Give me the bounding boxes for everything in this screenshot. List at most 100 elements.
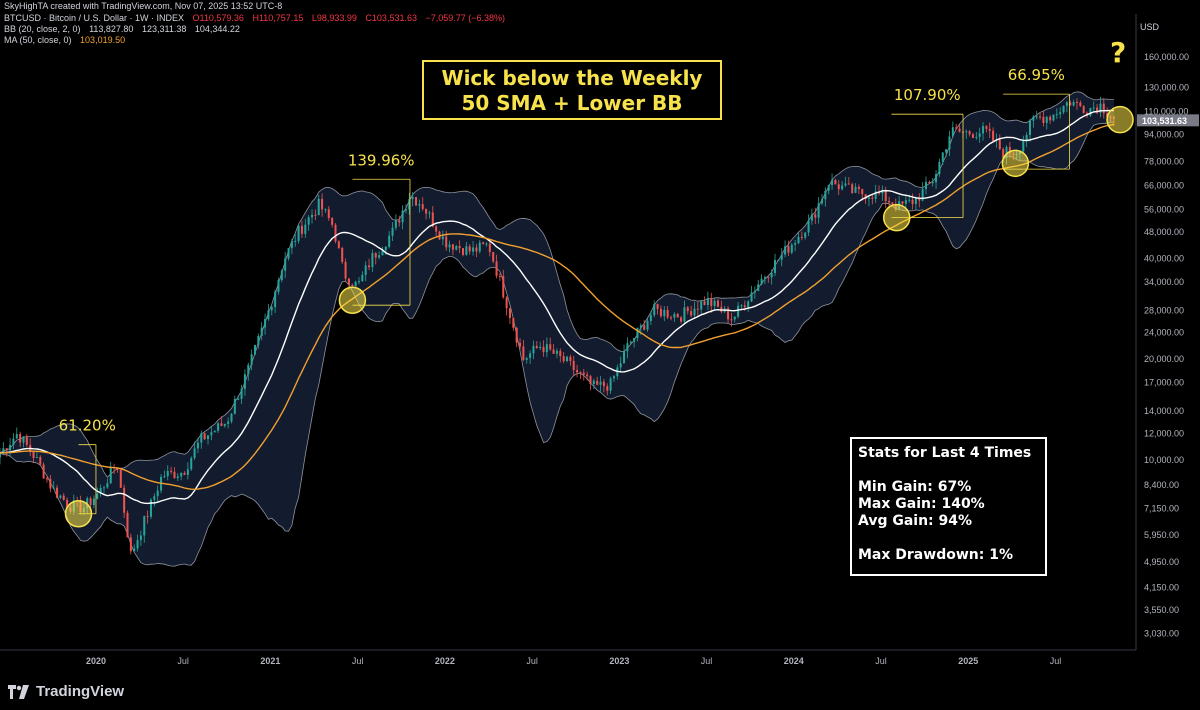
candle-body xyxy=(716,300,719,307)
candle-body xyxy=(643,325,646,330)
candle-body xyxy=(2,448,5,453)
candle-body xyxy=(623,351,626,364)
candle-body xyxy=(220,423,223,427)
candle-body xyxy=(519,342,522,347)
x-tick-label-5: 2022 xyxy=(435,656,455,666)
chart-credit: SkyHighTA created with TradingView.com, … xyxy=(4,1,283,11)
candle-body xyxy=(89,498,92,505)
candle-body xyxy=(378,255,381,258)
candle-body xyxy=(820,199,823,204)
candle-body xyxy=(1049,116,1052,121)
candle-body xyxy=(364,265,367,275)
candle-body xyxy=(508,308,511,319)
candle-body xyxy=(243,374,246,389)
candle-body xyxy=(891,202,894,206)
candle-body xyxy=(347,278,350,285)
bb-label: BB (20, close, 2, 0) xyxy=(4,24,81,34)
y-tick-label-8: 40,000.00 xyxy=(1144,253,1184,263)
candle-body xyxy=(1065,102,1068,106)
headline-annotation: Wick below the Weekly 50 SMA + Lower BB xyxy=(422,60,722,120)
candle-body xyxy=(180,472,183,477)
tradingview-logo-icon xyxy=(8,684,29,699)
candle-body xyxy=(968,131,971,135)
candle-body xyxy=(129,537,132,552)
x-tick-label-10: Jul xyxy=(875,656,887,666)
candle-body xyxy=(495,261,498,276)
candle-body xyxy=(535,345,538,349)
y-tick-label-17: 8,400.00 xyxy=(1144,480,1179,490)
candle-body xyxy=(770,272,773,278)
gain-label-2: 107.90% xyxy=(894,86,961,104)
candle-body xyxy=(492,251,495,262)
candle-body xyxy=(19,434,22,443)
candle-body xyxy=(572,360,575,371)
tradingview-logo[interactable]: TradingView xyxy=(8,683,124,700)
bb-basis-value: 113,827.80 xyxy=(89,24,134,34)
candle-body xyxy=(639,325,642,328)
candle-body xyxy=(351,284,354,287)
candle-body xyxy=(710,298,713,307)
candle-body xyxy=(871,197,874,199)
footer-bar xyxy=(0,675,1200,710)
candle-body xyxy=(394,220,397,228)
candle-body xyxy=(703,301,706,305)
tradingview-brand: TradingView xyxy=(36,683,125,700)
candle-body xyxy=(207,435,210,440)
candle-body xyxy=(1082,106,1085,113)
candle-body xyxy=(270,307,273,311)
candle-body xyxy=(854,186,857,193)
candle-body xyxy=(515,327,518,343)
candle-body xyxy=(824,190,827,200)
candle-body xyxy=(445,236,448,248)
candle-body xyxy=(663,310,666,317)
candle-body xyxy=(294,240,297,242)
candle-body xyxy=(918,198,921,201)
candle-body xyxy=(398,220,401,223)
candle-body xyxy=(690,311,693,316)
candle-body xyxy=(146,516,149,518)
candle-body xyxy=(1089,108,1092,116)
candle-body xyxy=(337,241,340,248)
candle-body xyxy=(1032,116,1035,121)
y-tick-label-16: 10,000.00 xyxy=(1144,455,1184,465)
candle-body xyxy=(696,308,699,310)
x-tick-label-1: 2020 xyxy=(86,656,106,666)
candle-body xyxy=(713,300,716,307)
bb-legend[interactable]: BB (20, close, 2, 0) 113,827.80 123,311.… xyxy=(4,24,246,35)
candle-body xyxy=(277,280,280,292)
candle-body xyxy=(344,261,347,279)
candle-body xyxy=(300,225,303,234)
candle-body xyxy=(374,253,377,258)
candle-body xyxy=(586,374,589,377)
symbol-name[interactable]: BTCUSD · Bitcoin / U.S. Dollar · 1W · IN… xyxy=(4,13,185,23)
candle-body xyxy=(982,126,985,134)
y-tick-label-1: 130,000.00 xyxy=(1144,82,1189,92)
candle-body xyxy=(341,247,344,262)
candle-body xyxy=(804,232,807,238)
ma-legend[interactable]: MA (50, close, 0) 103,019.50 xyxy=(4,35,131,46)
candle-body xyxy=(656,303,659,309)
candle-body xyxy=(240,388,243,399)
candle-body xyxy=(552,349,555,354)
candle-body xyxy=(733,316,736,320)
candle-body xyxy=(388,235,391,247)
candle-body xyxy=(15,434,18,439)
candle-body xyxy=(673,313,676,318)
y-tick-label-22: 3,550.00 xyxy=(1144,605,1179,615)
y-tick-label-21: 4,150.00 xyxy=(1144,583,1179,593)
candle-body xyxy=(874,191,877,199)
currency-label[interactable]: USD xyxy=(1140,22,1160,32)
candle-body xyxy=(253,344,256,355)
candle-body xyxy=(921,189,924,201)
candle-body xyxy=(35,456,38,458)
candle-body xyxy=(331,218,334,225)
candle-body xyxy=(1099,103,1102,113)
candle-body xyxy=(1096,107,1099,113)
candle-body xyxy=(210,432,213,436)
candle-body xyxy=(106,483,109,488)
candle-body xyxy=(149,499,152,517)
y-tick-label-7: 48,000.00 xyxy=(1144,227,1184,237)
candle-body xyxy=(810,214,813,221)
candle-body xyxy=(740,305,743,307)
